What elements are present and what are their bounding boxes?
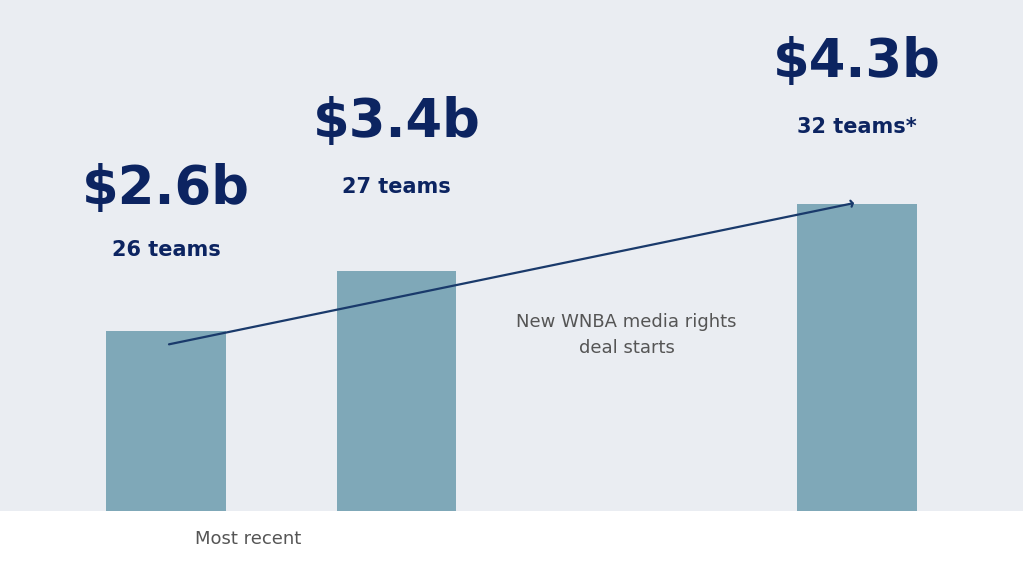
Text: $2.6b: $2.6b xyxy=(82,163,251,215)
Text: 27 teams: 27 teams xyxy=(342,177,451,196)
Text: $4.3b: $4.3b xyxy=(772,36,941,88)
Text: 26 teams: 26 teams xyxy=(112,240,221,260)
Bar xyxy=(337,272,456,526)
Text: $3.4b: $3.4b xyxy=(312,96,481,148)
Bar xyxy=(106,331,226,526)
Text: 32 teams*: 32 teams* xyxy=(797,117,917,137)
Text: New WNBA media rights
deal starts: New WNBA media rights deal starts xyxy=(517,313,737,358)
Bar xyxy=(797,204,917,526)
Text: Most recent: Most recent xyxy=(194,530,301,548)
